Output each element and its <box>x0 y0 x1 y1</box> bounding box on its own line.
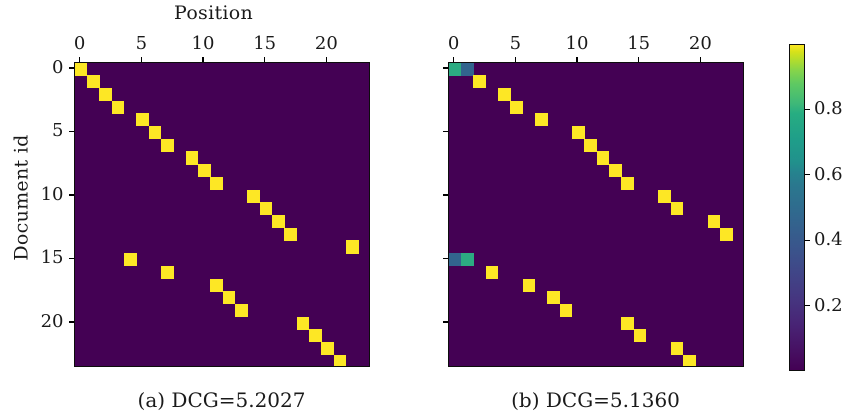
heatmap-cell <box>148 126 162 140</box>
heatmap-cell <box>608 164 622 178</box>
xtick-label: 20 <box>314 32 338 54</box>
ytick-label: 5 <box>52 120 64 142</box>
heatmap-panel-a[interactable] <box>73 61 370 367</box>
heatmap-cell <box>497 87 511 101</box>
heatmap-cell <box>448 253 462 267</box>
heatmap-cell <box>707 215 721 229</box>
heatmap-cell <box>111 100 125 114</box>
xtick-label: 0 <box>73 32 86 54</box>
xtick-label: 5 <box>509 32 522 54</box>
ytick-label: 0 <box>52 56 64 78</box>
heatmap-cell <box>234 303 248 318</box>
heatmap-cell <box>185 151 199 165</box>
ytick-mark <box>442 67 448 69</box>
ytick-mark <box>68 321 74 323</box>
colorbar-tick-mark <box>805 174 810 176</box>
ytick-label: 10 <box>40 183 64 205</box>
heatmap-cell <box>86 75 100 89</box>
xtick-label: 15 <box>253 32 277 54</box>
ytick-mark <box>68 130 74 133</box>
colorbar <box>789 44 805 371</box>
xtick-label: 20 <box>688 32 712 54</box>
heatmap-cell <box>448 62 462 76</box>
heatmap-cell <box>522 278 536 292</box>
caption-panel-a: (a) DCG=5.2027 <box>137 388 306 412</box>
heatmap-cell <box>160 138 174 152</box>
heatmap-cell <box>308 329 322 343</box>
xtick-label: 10 <box>191 32 215 54</box>
xtick-mark <box>140 56 143 62</box>
colorbar-tick-label: 0.4 <box>814 229 843 251</box>
xaxis-label-a: Position <box>174 2 254 24</box>
heatmap-cell <box>473 75 486 89</box>
heatmap-cell <box>160 265 174 279</box>
heatmap-cell <box>284 227 297 241</box>
heatmap-cell <box>222 291 236 305</box>
colorbar-tick-mark <box>805 108 810 111</box>
xtick-mark <box>514 56 517 62</box>
colorbar-tick-mark <box>805 304 810 307</box>
ytick-mark <box>442 130 448 133</box>
colorbar-tick-label: 0.6 <box>814 163 843 185</box>
heatmap-cell <box>123 253 137 267</box>
heatmap-cell <box>296 316 310 330</box>
colorbar-tick-label: 0.2 <box>814 294 843 316</box>
xtick-mark <box>78 56 81 62</box>
heatmap-cell <box>670 202 684 216</box>
heatmap-cell <box>74 62 88 76</box>
heatmap-cell <box>584 138 597 152</box>
ytick-mark <box>68 257 74 260</box>
heatmap-cell <box>460 62 474 76</box>
heatmap-cell <box>621 316 634 330</box>
xtick-mark <box>325 56 328 62</box>
ytick-mark <box>442 257 448 260</box>
heatmap-cell <box>670 342 684 356</box>
colorbar-tick-mark <box>805 239 810 241</box>
heatmap-cell <box>547 291 560 305</box>
heatmap-cell <box>99 87 112 101</box>
heatmap-cell <box>633 329 647 343</box>
heatmap-cell <box>197 164 211 178</box>
ytick-mark <box>68 194 74 196</box>
heatmap-cell <box>321 342 334 356</box>
colorbar-tick-label: 0.8 <box>814 98 843 120</box>
heatmap-cell <box>136 113 149 127</box>
xtick-label: 0 <box>447 32 460 54</box>
heatmap-cell <box>271 215 285 229</box>
heatmap-cell <box>210 176 223 190</box>
heatmap-cell <box>719 227 733 241</box>
heatmap-cell <box>596 151 610 165</box>
ytick-mark <box>442 194 448 196</box>
heatmap-cell <box>658 189 671 203</box>
heatmap-cell <box>460 253 474 267</box>
ytick-mark <box>68 67 74 69</box>
xtick-mark <box>699 56 702 62</box>
xtick-mark <box>576 56 578 62</box>
xtick-label: 5 <box>135 32 148 54</box>
heatmap-cell <box>210 278 223 292</box>
heatmap-cell <box>345 240 359 254</box>
heatmap-cell <box>259 202 273 216</box>
heatmap-cell <box>247 189 260 203</box>
heatmap-cell <box>682 354 696 366</box>
xtick-mark <box>452 56 455 62</box>
heatmap-cell <box>485 265 499 279</box>
ytick-label: 15 <box>40 247 64 269</box>
caption-panel-b: (b) DCG=5.1360 <box>511 388 680 412</box>
heatmap-cell <box>571 126 585 140</box>
ytick-mark <box>442 321 448 323</box>
xtick-mark <box>202 56 204 62</box>
ytick-label: 20 <box>40 311 64 333</box>
heatmap-cell <box>534 113 548 127</box>
heatmap-cell <box>559 303 573 318</box>
heatmap-cell <box>510 100 523 114</box>
xtick-label: 15 <box>627 32 651 54</box>
xtick-label: 10 <box>565 32 589 54</box>
xtick-mark <box>637 56 640 62</box>
xtick-mark <box>263 56 266 62</box>
heatmap-cell <box>621 176 634 190</box>
heatmap-panel-b[interactable] <box>447 61 744 367</box>
heatmap-cell <box>333 354 347 366</box>
